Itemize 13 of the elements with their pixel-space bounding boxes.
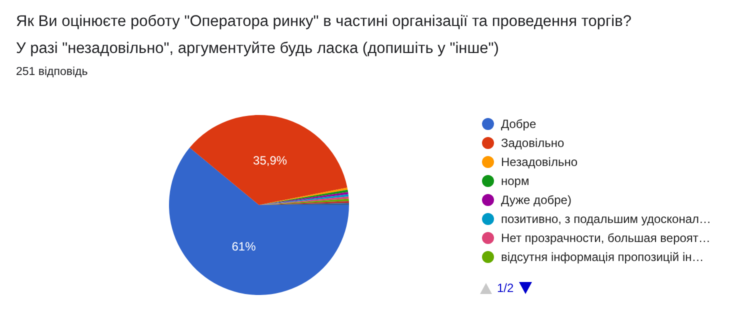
text: 251 відповідь — [16, 66, 88, 78]
legend-label: Задовільно — [501, 136, 564, 150]
legend-label: позитивно, з подальшим удосконал… — [501, 212, 712, 226]
data-label: 61% — [232, 240, 256, 254]
legend-label: Дуже добре) — [501, 192, 572, 206]
legend-label: відсутня інформація пропозицій ін… — [501, 250, 704, 264]
legend-label: Незадовільно — [501, 154, 578, 168]
chart-title: Як Ви оцінюєте роботу "Оператора ринку" в частині організації та проведення торгів? У разі "незадовільно", аргументуйте будь ласка (допишіть у "інше") — [16, 12, 632, 59]
legend-label: Добре — [501, 116, 536, 130]
data-label: 35,9% — [253, 154, 288, 168]
legend-label: Нет прозрачности, большая вероят… — [501, 230, 710, 244]
legend-label: норм — [501, 174, 530, 188]
text: 1/2 — [497, 281, 514, 295]
